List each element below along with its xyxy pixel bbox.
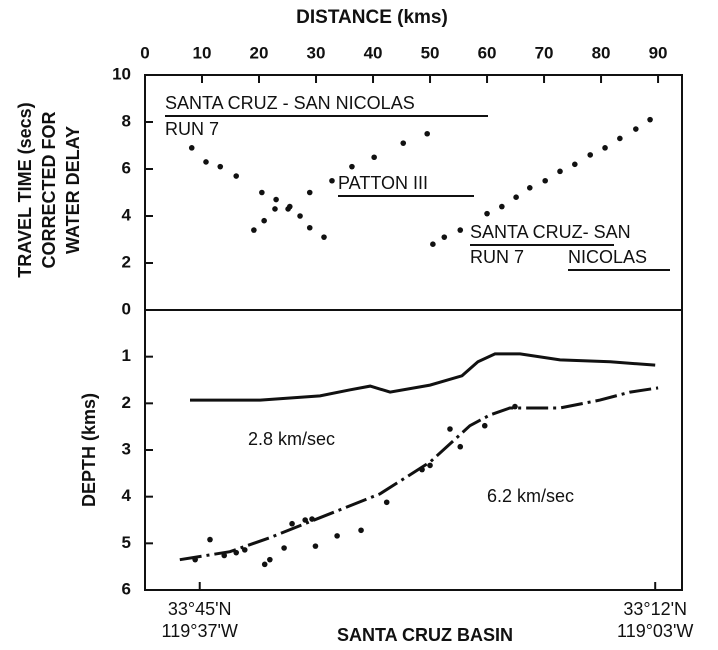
data-point (484, 210, 490, 217)
y-tick-label: 1 (122, 346, 131, 365)
data-point (647, 116, 653, 123)
x-tick-label: 119°37'W (162, 621, 238, 641)
data-point (261, 217, 267, 224)
data-point (192, 556, 198, 563)
data-point (329, 177, 335, 184)
data-point (358, 527, 364, 534)
x-tick-label: 33°12'N (623, 599, 687, 619)
x-tick-label: 10 (193, 43, 212, 62)
y-tick-label: 6 (122, 158, 131, 177)
x-tick-label: 80 (592, 43, 611, 62)
y-tick-label: 3 (122, 439, 131, 458)
data-point (306, 224, 313, 231)
data-point (457, 443, 464, 450)
annotation: 2.8 km/sec (248, 429, 335, 449)
data-point (383, 499, 390, 506)
data-point (233, 173, 240, 179)
annotation: RUN 7 (470, 247, 524, 267)
data-point (273, 196, 279, 203)
data-point (457, 227, 464, 233)
data-point (557, 168, 563, 175)
boundary-line (190, 352, 656, 402)
data-point (217, 163, 224, 170)
x-tick-label: 70 (535, 43, 554, 62)
y-tick-label: 4 (122, 205, 132, 224)
data-point (233, 549, 240, 556)
data-point (297, 213, 303, 219)
data-point (241, 547, 248, 553)
data-point (602, 145, 608, 151)
data-point (424, 130, 430, 137)
data-point (309, 516, 315, 522)
annotation: NICOLAS (568, 247, 647, 267)
x-axis-title: DISTANCE (kms) (296, 7, 448, 28)
data-point (419, 466, 425, 473)
data-point (207, 536, 213, 543)
x-tick-label: 119°03'W (617, 621, 693, 641)
data-point (430, 241, 436, 247)
data-point (349, 163, 355, 170)
y-tick-label: 0 (122, 299, 131, 318)
data-point (321, 234, 327, 240)
data-point (302, 517, 308, 523)
data-point (371, 154, 377, 161)
data-point (334, 533, 340, 539)
y-tick-label: 5 (122, 533, 131, 552)
y-tick-label: 10 (112, 64, 131, 83)
y-axis-title: CORRECTED FOR (39, 112, 59, 269)
data-point (289, 520, 295, 527)
data-point (306, 189, 313, 196)
data-point (427, 462, 433, 469)
y-axis-title: WATER DELAY (63, 126, 83, 254)
x-tick-label: 60 (478, 43, 497, 62)
data-point (526, 185, 533, 191)
y-tick-label: 8 (122, 111, 131, 130)
data-point (272, 206, 278, 212)
y-tick-label: 2 (122, 252, 131, 271)
data-point (251, 227, 257, 233)
data-point (203, 159, 209, 165)
data-point (400, 140, 407, 146)
annotation: PATTON III (338, 173, 428, 193)
data-point (617, 135, 623, 142)
data-point (286, 203, 293, 210)
y-tick-label: 6 (122, 579, 131, 598)
data-point (447, 426, 453, 432)
data-point (312, 543, 319, 549)
annotation: RUN 7 (165, 119, 219, 139)
data-point (542, 177, 548, 184)
x-tick-label: 50 (421, 43, 440, 62)
x-tick-label: 20 (250, 43, 269, 62)
x-axis-title: SANTA CRUZ BASIN (337, 625, 513, 645)
data-point (499, 203, 505, 210)
y-tick-label: 2 (122, 393, 131, 412)
x-tick-label: 40 (364, 43, 383, 62)
plot-frame (144, 74, 683, 591)
data-point (587, 152, 594, 158)
y-axis-title: DEPTH (kms) (79, 393, 99, 507)
x-tick-label: 33°45'N (168, 599, 232, 619)
x-tick-label: 30 (307, 43, 326, 62)
data-point (512, 403, 518, 410)
data-point (513, 194, 519, 200)
data-point (259, 189, 265, 196)
data-point (281, 545, 287, 551)
annotation: SANTA CRUZ- SAN (470, 222, 631, 242)
data-point (261, 561, 268, 568)
x-tick-label: 90 (649, 43, 668, 62)
data-point (441, 234, 448, 240)
data-point (572, 161, 578, 168)
data-point (633, 126, 639, 132)
annotation: 6.2 km/sec (487, 486, 574, 506)
data-point (188, 145, 195, 151)
refractor-line (179, 386, 659, 562)
data-point (267, 556, 273, 563)
data-point (481, 422, 488, 429)
data-point (221, 552, 228, 559)
annotation: SANTA CRUZ - SAN NICOLAS (165, 93, 415, 113)
y-tick-label: 4 (122, 486, 132, 505)
x-tick-label: 0 (140, 43, 149, 62)
y-axis-title: TRAVEL TIME (secs) (15, 102, 35, 277)
